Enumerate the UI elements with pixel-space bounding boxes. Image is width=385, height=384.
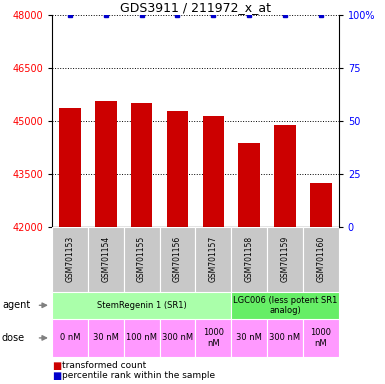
Text: 300 nM: 300 nM [162,333,193,343]
Bar [231,227,267,292]
Bar [303,319,339,357]
Bar [167,111,188,227]
Title: GDS3911 / 211972_x_at: GDS3911 / 211972_x_at [120,1,271,14]
Text: ■: ■ [52,361,61,371]
Bar [52,292,231,319]
Text: StemRegenin 1 (SR1): StemRegenin 1 (SR1) [97,301,186,310]
Bar [303,227,339,292]
Bar [195,319,231,357]
Text: GSM701158: GSM701158 [244,236,254,282]
Bar [159,319,196,357]
Text: 0 nM: 0 nM [60,333,80,343]
Bar [310,182,331,227]
Text: GSM701153: GSM701153 [65,236,74,282]
Text: GSM701154: GSM701154 [101,236,110,282]
Bar [59,108,81,227]
Text: 300 nM: 300 nM [270,333,301,343]
Bar [124,227,159,292]
Text: agent: agent [2,300,30,310]
Bar [203,116,224,227]
Text: 30 nM: 30 nM [93,333,119,343]
Bar [238,143,260,227]
Text: dose: dose [2,333,25,343]
Text: ■: ■ [52,371,61,381]
Bar [267,227,303,292]
Bar [267,319,303,357]
Bar [131,103,152,227]
Bar [274,125,296,227]
Text: LGC006 (less potent SR1
analog): LGC006 (less potent SR1 analog) [233,296,337,315]
Text: GSM701160: GSM701160 [316,236,325,282]
Bar [88,227,124,292]
Bar [95,101,117,227]
Text: 100 nM: 100 nM [126,333,157,343]
Text: 1000
nM: 1000 nM [310,328,331,348]
Bar [124,319,159,357]
Text: 30 nM: 30 nM [236,333,262,343]
Bar [195,227,231,292]
Bar [88,319,124,357]
Text: GSM701157: GSM701157 [209,236,218,282]
Bar [159,227,196,292]
Text: GSM701159: GSM701159 [281,236,290,282]
Text: 1000
nM: 1000 nM [203,328,224,348]
Bar [231,292,339,319]
Bar [231,319,267,357]
Text: GSM701155: GSM701155 [137,236,146,282]
Text: transformed count: transformed count [62,361,146,370]
Bar [52,227,88,292]
Bar [52,319,88,357]
Text: GSM701156: GSM701156 [173,236,182,282]
Text: percentile rank within the sample: percentile rank within the sample [62,371,215,380]
